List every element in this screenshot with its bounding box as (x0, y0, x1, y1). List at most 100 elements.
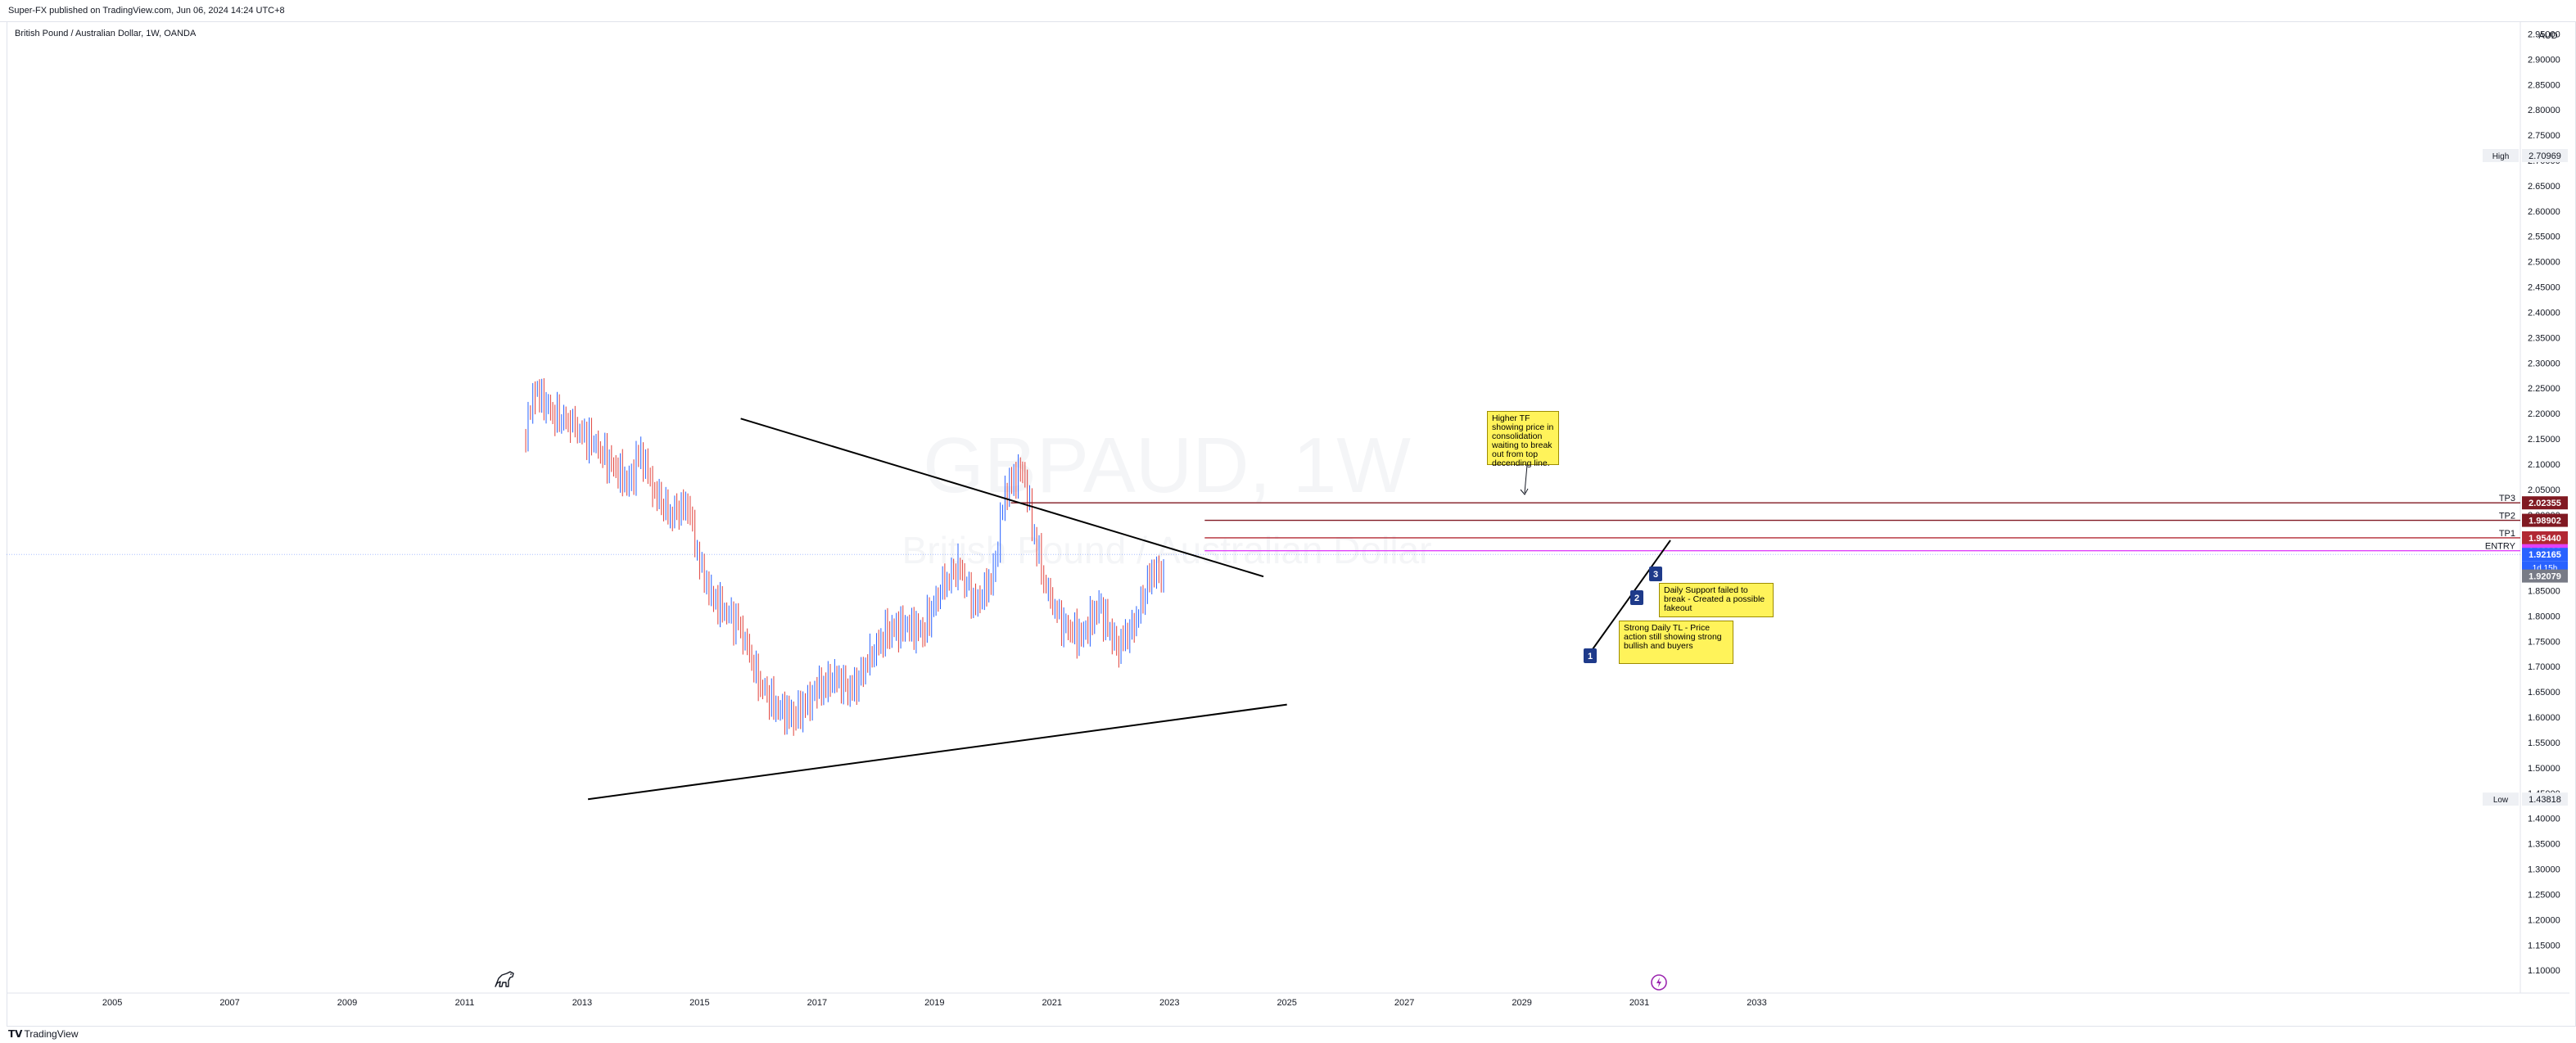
y-tick-label: 1.55000 (2528, 738, 2560, 748)
low-label: Low (2493, 796, 2509, 805)
extra-price-tag: 1.92079 (2529, 572, 2561, 582)
y-tick-label: 2.85000 (2528, 80, 2560, 90)
level-label: TP2 (2499, 512, 2515, 522)
y-tick-label: 2.50000 (2528, 258, 2560, 268)
countdown-label: 1d 15h (2533, 564, 2558, 573)
level-price-tag: 1.98902 (2529, 517, 2561, 526)
level-label: TP1 (2499, 529, 2515, 539)
callout-arrowhead (1520, 488, 1529, 495)
current-price-tag: 1.92165 (2529, 550, 2561, 560)
extra-price-tag-bg (2522, 569, 2568, 583)
y-tick-label: 1.10000 (2528, 966, 2560, 976)
x-tick-label: 2019 (924, 998, 944, 1008)
y-tick-label: 2.95000 (2528, 29, 2560, 39)
x-tick-label: 2025 (1277, 998, 1296, 1008)
low-price: 1.43818 (2529, 795, 2561, 805)
trendline (587, 703, 1287, 801)
y-tick-label: 1.80000 (2528, 612, 2560, 621)
y-tick-label: 1.70000 (2528, 662, 2560, 672)
watermark-ticker: GBPAUD, 1W (923, 422, 1411, 509)
y-tick-label: 1.30000 (2528, 865, 2560, 875)
y-tick-label: 1.35000 (2528, 840, 2560, 850)
wave-marker-label: 1 (1588, 652, 1593, 661)
low-label-bg (2483, 792, 2519, 806)
y-tick-label: 2.35000 (2528, 333, 2560, 343)
y-tick-label: 2.55000 (2528, 233, 2560, 242)
high-price: 2.70969 (2529, 151, 2561, 161)
x-tick-label: 2007 (219, 998, 239, 1008)
y-tick-label: 2.75000 (2528, 131, 2560, 141)
wave-marker (1649, 567, 1662, 581)
footer-bar: 𝗧𝗩 TradingView (0, 1025, 2576, 1043)
symbol-legend: British Pound / Australian Dollar, 1W, O… (15, 29, 197, 38)
annotation-fakeout[interactable]: Daily Support failed to break - Created … (1659, 583, 1774, 617)
x-tick-label: 2009 (337, 998, 357, 1008)
level-price-tag: 1.95440 (2529, 534, 2561, 544)
callout-arrow (1524, 464, 1528, 494)
y-tick-label: 1.25000 (2528, 890, 2560, 900)
trendline (740, 418, 1264, 578)
y-tick-label: 2.20000 (2528, 409, 2560, 419)
y-tick-label: 1.65000 (2528, 688, 2560, 698)
y-tick-label: 1.50000 (2528, 764, 2560, 774)
y-tick-label: 2.15000 (2528, 435, 2560, 445)
y-tick-label: 1.85000 (2528, 587, 2560, 597)
dinosaur-icon (495, 971, 514, 987)
trendlines[interactable] (587, 418, 1287, 801)
wave-marker-label: 3 (1653, 570, 1658, 580)
wave-marker-label: 2 (1634, 594, 1639, 603)
y-tick-label: 1.75000 (2528, 637, 2560, 647)
wave-marker (1630, 590, 1643, 605)
low-price-bg (2522, 792, 2568, 806)
y-tick-label: 2.10000 (2528, 460, 2560, 470)
trade-levels: TP3 TP2 TP1 ENTRY (1010, 494, 2520, 552)
x-tick-label: 2027 (1394, 998, 1414, 1008)
x-tick-label: 2015 (689, 998, 709, 1008)
level-price-tag: 2.02355 (2529, 499, 2561, 508)
y-tick-label: 2.25000 (2528, 384, 2560, 394)
x-tick-label: 2021 (1042, 998, 1062, 1008)
level-price-tag-bg (2522, 513, 2568, 527)
x-tick-label: 2023 (1159, 998, 1179, 1008)
y-tick-label: 1.60000 (2528, 713, 2560, 723)
high-label-bg (2483, 149, 2519, 163)
tradingview-logo-icon: 𝗧𝗩 (8, 1028, 23, 1040)
currency-label: AUD (2538, 31, 2557, 41)
y-tick-label: 2.60000 (2528, 207, 2560, 217)
wave-marker (1584, 648, 1597, 663)
y-tick-label: 1.15000 (2528, 941, 2560, 950)
high-price-bg (2522, 149, 2568, 163)
x-tick-label: 2017 (807, 998, 827, 1008)
x-tick-label: 2011 (455, 998, 475, 1008)
time-axis[interactable]: 2005 2007 2009 2011 2013 2015 2017 2019 2021 2023… (102, 998, 1767, 1008)
level-price-tag-bg (2522, 496, 2568, 510)
published-caption: Super-FX published on TradingView.com, J… (8, 6, 285, 16)
level-label: ENTRY (2485, 542, 2516, 552)
x-tick-label: 2005 (102, 998, 122, 1008)
tradingview-logo[interactable]: 𝗧𝗩 TradingView (8, 1028, 79, 1040)
candlestick-series (525, 377, 1164, 736)
y-tick-label: 1.20000 (2528, 915, 2560, 925)
x-tick-label: 2031 (1629, 998, 1649, 1008)
annotation-consolidation[interactable]: Higher TF showing price in consolidation… (1487, 411, 1559, 468)
current-price-tag-bg (2522, 548, 2568, 562)
high-label: High (2492, 152, 2510, 161)
level-label: TP3 (2499, 494, 2515, 503)
tradingview-brand: TradingView (24, 1028, 79, 1040)
x-tick-label: 2033 (1747, 998, 1766, 1008)
level-price-tag-bg (2522, 531, 2568, 544)
y-tick-label: 2.05000 (2528, 485, 2560, 495)
y-tick-label: 2.80000 (2528, 106, 2560, 115)
y-tick-label: 2.90000 (2528, 55, 2560, 65)
x-tick-label: 2029 (1512, 998, 1531, 1008)
y-tick-label: 2.45000 (2528, 283, 2560, 293)
y-tick-label: 2.65000 (2528, 182, 2560, 192)
x-tick-label: 2013 (572, 998, 592, 1008)
lightning-icon[interactable] (1651, 974, 1667, 991)
y-tick-label: 2.30000 (2528, 359, 2560, 368)
drawings: 1 2 3 (1520, 464, 1671, 663)
y-tick-label: 2.40000 (2528, 308, 2560, 318)
annotation-daily-tl[interactable]: Strong Daily TL - Price action still sho… (1619, 621, 1733, 664)
